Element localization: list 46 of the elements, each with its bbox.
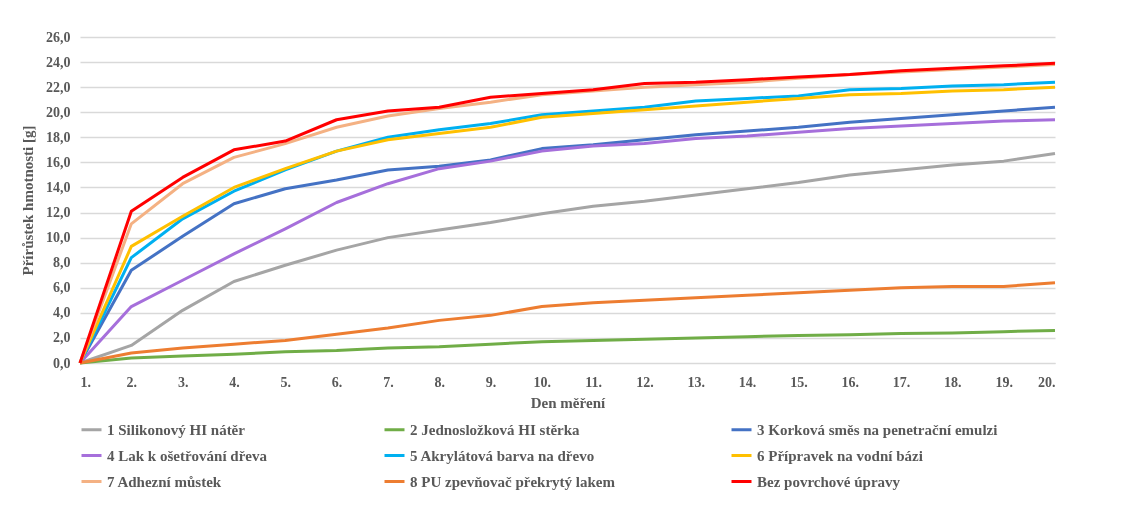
x-tick-label: 8. <box>434 374 445 390</box>
legend-label: Bez povrchové úpravy <box>757 473 901 490</box>
x-tick-label: 16. <box>841 374 859 390</box>
y-tick-label: 8,0 <box>53 255 71 271</box>
x-tick-label: 13. <box>687 374 706 390</box>
x-tick-label: 9. <box>485 374 497 390</box>
y-tick-label: 22,0 <box>46 79 71 95</box>
y-tick-label: 14,0 <box>46 179 71 195</box>
x-tick-label: 10. <box>533 374 552 390</box>
legend-label: 8 PU zpevňovač překrytý lakem <box>410 473 616 490</box>
y-tick-label: 10,0 <box>46 230 71 246</box>
y-tick-label: 20,0 <box>46 104 71 120</box>
y-tick-label: 12,0 <box>46 205 71 221</box>
y-tick-label: 26,0 <box>46 29 71 45</box>
x-tick-label: 14. <box>738 374 757 390</box>
x-tick-label: 3. <box>177 374 189 390</box>
line-series <box>78 281 1057 365</box>
x-tick-label: 19. <box>995 374 1013 390</box>
x-tick-label: 20. <box>1038 374 1056 390</box>
y-tick-label: 24,0 <box>46 54 71 70</box>
legend-label: 1 Silikonový HI nátěr <box>107 421 246 438</box>
legend-label: 6 Přípravek na vodní bázi <box>757 447 923 464</box>
x-tick-label: 2. <box>126 374 138 390</box>
x-tick-label: 12. <box>636 374 654 390</box>
y-tick-label: 18,0 <box>46 129 71 145</box>
x-axis-title: Den měření <box>530 394 607 411</box>
legend-label: 7 Adhezní můstek <box>107 473 222 490</box>
y-tick-label: 4,0 <box>53 305 71 321</box>
x-tick-label: 7. <box>383 374 394 390</box>
x-tick-label: 11. <box>585 374 603 390</box>
y-tick-label: 0,0 <box>53 355 71 371</box>
x-tick-label: 5. <box>280 374 292 390</box>
x-tick-label: 17. <box>892 374 911 390</box>
legend-label: 2 Jednosložková HI stěrka <box>410 421 581 438</box>
x-tick-label: 1. <box>80 374 91 390</box>
y-tick-label: 6,0 <box>53 280 71 296</box>
y-axis-title: Přírůstek hmotnosti [g] <box>20 125 36 276</box>
y-tick-label: 2,0 <box>53 330 71 346</box>
legend-label: 5 Akrylátová barva na dřevo <box>410 447 595 464</box>
x-tick-label: 18. <box>944 374 962 390</box>
y-tick-label: 16,0 <box>46 154 71 170</box>
legend-label: 4 Lak k ošetřování dřeva <box>107 447 268 464</box>
x-tick-label: 6. <box>331 374 343 390</box>
x-tick-label: 15. <box>790 374 808 390</box>
legend-label: 3 Korková směs na penetrační emulzi <box>757 421 998 438</box>
x-tick-label: 4. <box>229 374 240 390</box>
